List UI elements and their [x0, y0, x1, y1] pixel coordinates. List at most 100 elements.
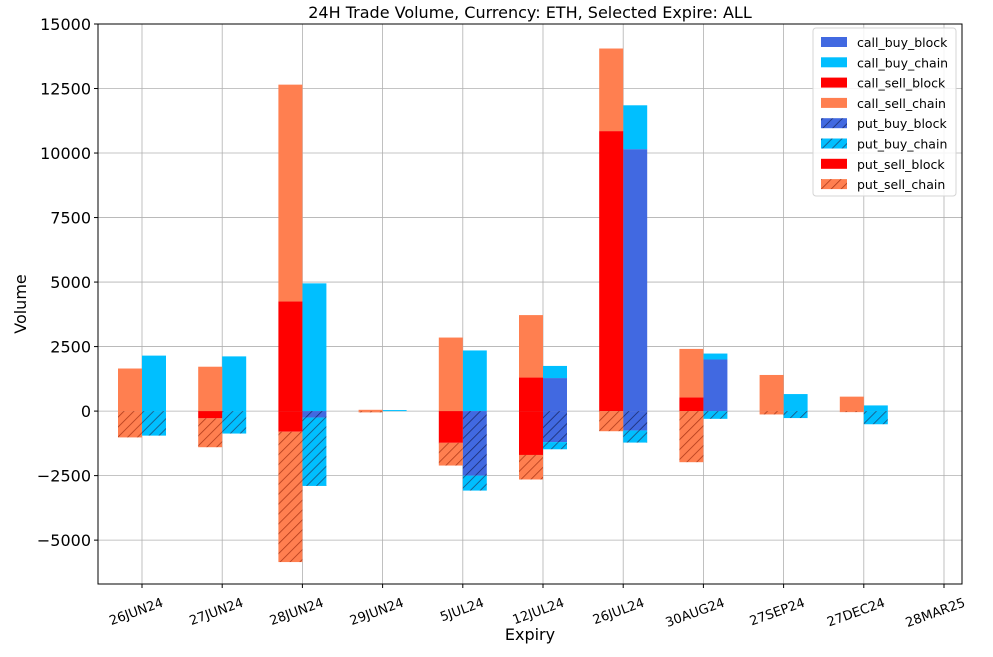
- x-tick-label: 12JUL24: [511, 596, 567, 628]
- bar-call-sell-block-12jul24: [519, 377, 543, 412]
- bar-call-buy-chain-12jul24: [543, 365, 567, 379]
- y-tick-label: 15000: [40, 15, 91, 34]
- legend-swatch-call-sell-block: [821, 77, 847, 88]
- x-axis-label: Expiry: [505, 625, 555, 644]
- bar-call-buy-chain-26jun24: [142, 355, 166, 412]
- legend-label-call-sell-block: call_sell_block: [857, 76, 946, 91]
- bar-put-sell-chain-28jun24: [278, 431, 303, 563]
- bar-call-sell-chain-28jun24: [278, 84, 303, 302]
- bar-put-buy-chain-27jun24: [222, 411, 247, 434]
- bar-put-sell-block-12jul24: [519, 411, 543, 455]
- y-tick-label: 7500: [50, 209, 91, 228]
- bar-call-buy-block-12jul24: [543, 378, 567, 412]
- legend-label-put-sell-chain: put_sell_chain: [857, 177, 945, 192]
- bar-put-sell-chain-30aug24: [679, 411, 704, 463]
- plot-frame: [97, 23, 963, 585]
- y-tick-label: 5000: [50, 273, 91, 292]
- x-tick-label: 28MAR25: [904, 596, 968, 631]
- bar-put-buy-chain-30aug24: [703, 411, 728, 419]
- y-tick-label: 2500: [50, 338, 91, 357]
- legend-label-put-buy-chain: put_buy_chain: [857, 137, 947, 152]
- legend: call_buy_block call_buy_chain call_sell_bl…: [812, 27, 957, 197]
- bar-call-sell-chain-27dec24: [839, 396, 864, 412]
- bar-call-sell-block-28jun24: [278, 301, 303, 412]
- bar-put-sell-chain-26jul24: [599, 411, 624, 432]
- x-tick-label: 27JUN24: [188, 596, 246, 629]
- x-tick-label: 26JUN24: [107, 596, 165, 629]
- legend-box: [812, 27, 957, 197]
- x-tick-label: 30AUG24: [664, 596, 727, 631]
- bar-call-buy-chain-27jun24: [222, 356, 247, 412]
- bar-put-buy-block-5jul24: [462, 411, 487, 476]
- bar-put-buy-chain-27sep24: [783, 411, 808, 419]
- bar-call-sell-chain-27jun24: [198, 366, 223, 412]
- bar-call-buy-chain-26jul24: [623, 105, 648, 150]
- y-tick-label: −2500: [37, 467, 91, 486]
- legend-swatch-put-sell-block: [821, 158, 847, 169]
- bar-call-sell-chain-5jul24: [438, 337, 463, 412]
- bar-put-buy-chain-27dec24: [863, 411, 888, 425]
- legend-label-call-buy-block: call_buy_block: [857, 35, 948, 50]
- bar-call-sell-chain-30aug24: [679, 348, 704, 398]
- legend-swatch-call-buy-chain: [821, 57, 847, 68]
- bar-put-sell-block-27jun24: [198, 411, 223, 419]
- bar-put-buy-chain-12jul24: [543, 442, 567, 450]
- bar-put-sell-chain-5jul24: [438, 442, 463, 466]
- bar-call-buy-chain-29jun24: [382, 410, 407, 412]
- bar-put-buy-chain-26jul24: [623, 430, 648, 443]
- x-tick-label: 26JUL24: [591, 596, 647, 628]
- y-axis: 15000 12500 10000 7500 5000 2500 0 −2500 −5000: [37, 15, 98, 550]
- legend-label-put-sell-block: put_sell_block: [857, 157, 945, 172]
- bar-call-sell-block-26jul24: [599, 131, 624, 412]
- bar-put-sell-chain-27jun24: [198, 418, 223, 448]
- bar-call-sell-block-30aug24: [679, 397, 704, 412]
- bar-put-sell-block-28jun24: [278, 411, 303, 432]
- legend-swatch-call-sell-chain: [821, 97, 847, 108]
- bar-put-sell-chain-12jul24: [519, 454, 543, 480]
- bar-call-buy-chain-30aug24: [703, 353, 728, 360]
- legend-label-call-buy-chain: call_buy_chain: [857, 55, 948, 70]
- bar-put-buy-block-26jul24: [623, 411, 648, 431]
- bar-call-sell-chain-12jul24: [519, 315, 543, 378]
- bar-put-buy-chain-28jun24: [302, 417, 327, 486]
- bar-call-buy-chain-28jun24: [302, 283, 327, 412]
- bar-put-buy-chain-5jul24: [462, 475, 487, 491]
- legend-label-call-sell-chain: call_sell_chain: [857, 96, 946, 111]
- y-tick-label: −5000: [37, 531, 91, 550]
- legend-swatch-put-sell-chain: [821, 179, 847, 190]
- bar-call-sell-chain-26jul24: [599, 48, 624, 132]
- bar-call-buy-block-30aug24: [703, 359, 728, 412]
- bar-put-sell-chain-29jun24: [358, 411, 383, 413]
- x-tick-label: 27DEC24: [825, 596, 887, 631]
- x-tick-label: 27SEP24: [748, 596, 807, 630]
- bar-call-buy-chain-27dec24: [863, 405, 888, 412]
- chart-title: 24H Trade Volume, Currency: ETH, Selecte…: [308, 3, 752, 22]
- bar-put-sell-chain-27sep24: [759, 411, 784, 415]
- bars: [118, 48, 888, 563]
- bar-put-sell-block-5jul24: [438, 411, 463, 443]
- x-tick-label: 28JUN24: [268, 596, 326, 629]
- bar-call-sell-chain-26jun24: [118, 368, 142, 412]
- legend-label-put-buy-block: put_buy_block: [857, 116, 947, 131]
- x-axis: 26JUN24 27JUN24 28JUN24 29JUN24 5JUL24 12JUL2…: [107, 584, 967, 631]
- bar-call-buy-chain-5jul24: [462, 350, 487, 412]
- bar-put-sell-chain-26jun24: [118, 411, 142, 438]
- bar-call-sell-chain-27sep24: [759, 374, 784, 412]
- legend-swatch-put-buy-chain: [821, 138, 847, 149]
- y-tick-label: 10000: [40, 144, 91, 163]
- x-tick-label: 5JUL24: [438, 596, 486, 626]
- bar-put-buy-chain-26jun24: [142, 411, 166, 436]
- bar-call-buy-block-26jul24: [623, 149, 648, 412]
- bar-put-buy-block-28jun24: [302, 411, 327, 418]
- x-tick-label: 29JUN24: [348, 596, 406, 629]
- legend-swatch-put-buy-block: [821, 118, 847, 129]
- bar-put-buy-block-12jul24: [543, 411, 567, 443]
- bar-call-buy-chain-27sep24: [783, 394, 808, 412]
- bar-call-sell-chain-29jun24: [358, 409, 383, 412]
- legend-swatch-call-buy-block: [821, 37, 847, 47]
- bar-put-sell-chain-27dec24: [839, 411, 864, 413]
- y-tick-label: 0: [81, 402, 91, 421]
- y-axis-label: Volume: [11, 274, 30, 334]
- y-tick-label: 12500: [40, 80, 91, 99]
